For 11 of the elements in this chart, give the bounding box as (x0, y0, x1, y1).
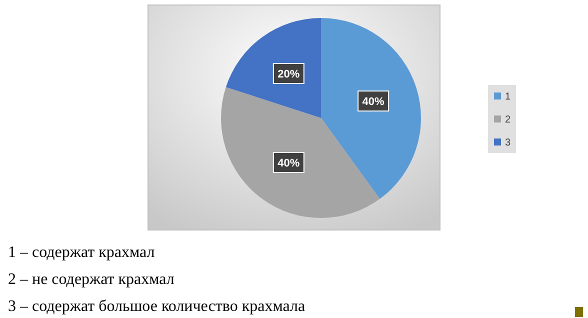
pie-slice (321, 18, 421, 199)
pie-slice (226, 18, 321, 118)
text: 2 – не содержат крахмал (8, 271, 174, 288)
text: 3 – содержат большое количество крахмала (8, 298, 306, 315)
legend-label: 2 (505, 114, 511, 126)
data-label: 40% (278, 157, 300, 170)
text: 1 – содержат крахмал (8, 244, 155, 261)
legend-label: 1 (505, 92, 511, 102)
data-label: 20% (278, 68, 300, 80)
data-label: 40% (362, 96, 385, 108)
legend-label: 3 (505, 138, 511, 148)
